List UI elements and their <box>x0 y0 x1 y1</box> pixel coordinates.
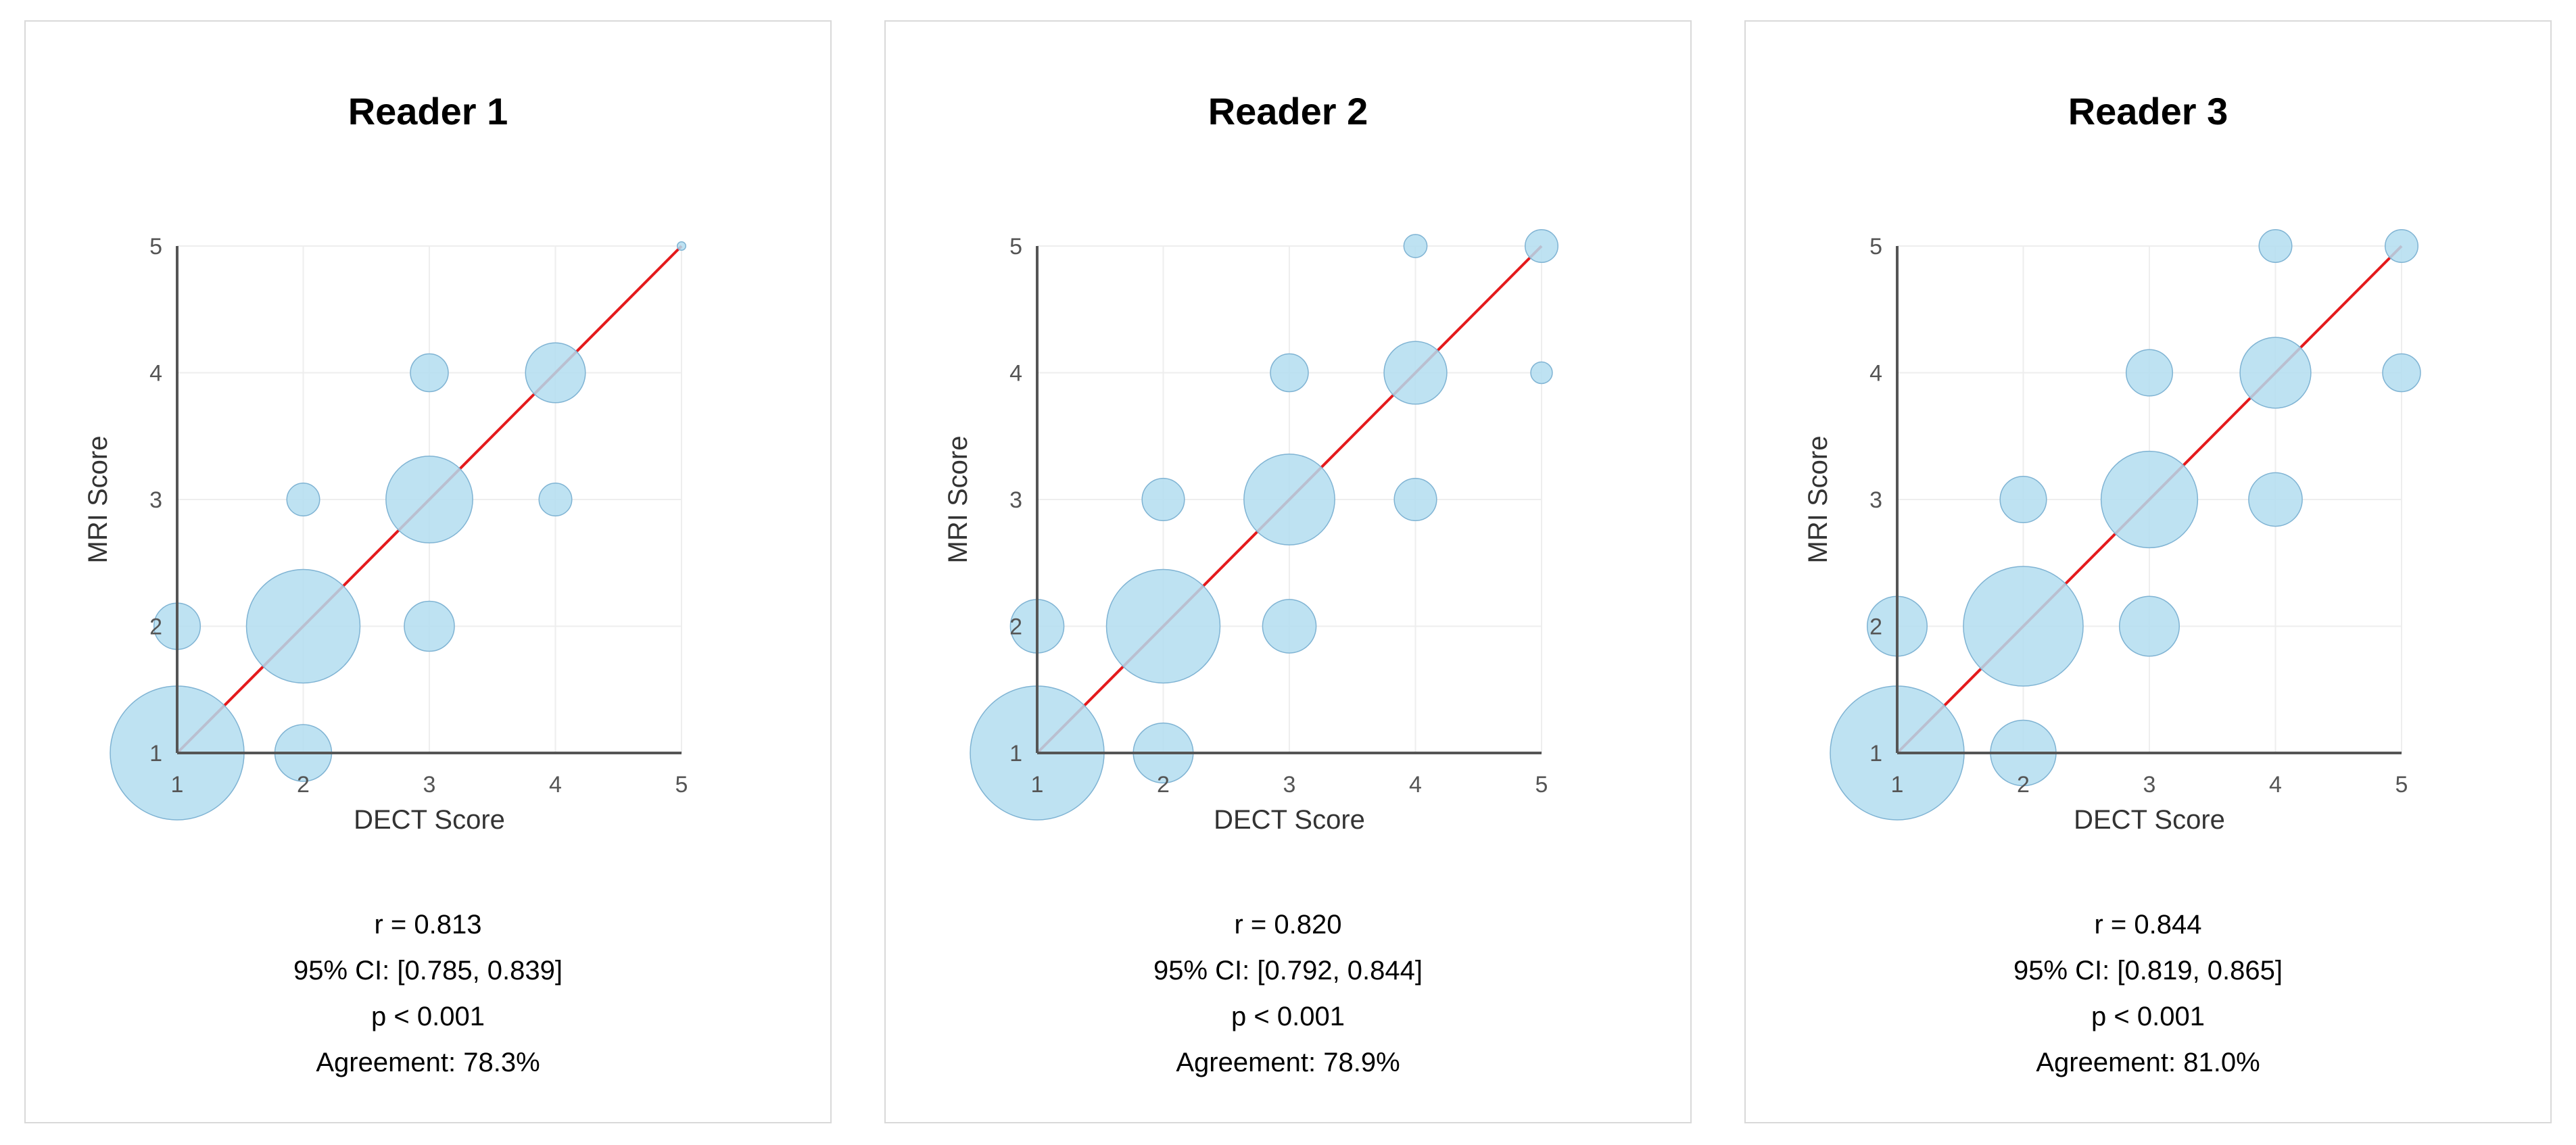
reader-3-agreement: Agreement: 81.0% <box>2036 1048 2260 1077</box>
bubble-point <box>1525 229 1558 263</box>
reader-3-p: p < 0.001 <box>2091 1002 2205 1031</box>
bubble-point <box>2385 229 2418 263</box>
bubble-point <box>1393 477 1437 522</box>
y-tick-label: 4 <box>1009 361 1022 387</box>
bubble-point <box>2239 337 2312 409</box>
bubbles <box>1830 229 2421 821</box>
y-tick-label: 4 <box>1869 361 1882 387</box>
reader-3-stats: r = 0.844 95% CI: [0.819, 0.865] p < 0.0… <box>1746 902 2550 1086</box>
bubble-point <box>1383 341 1448 405</box>
bubble-point <box>410 353 449 393</box>
y-tick-label: 3 <box>1869 487 1882 513</box>
bubble-point <box>2118 595 2180 657</box>
x-axis-label: DECT Score <box>1214 805 1365 835</box>
reader-1-panel: Reader 1 1 2 3 4 5 1 2 3 4 5 DECT Score MRI Score r… <box>24 20 832 1123</box>
bubble-point <box>1403 234 1428 258</box>
bubble-point <box>286 483 320 516</box>
bubble-point <box>2248 472 2303 527</box>
bubble-point <box>2382 353 2421 393</box>
reader-3-panel: Reader 3 1 2 3 4 5 1 2 3 4 5 DECT Score MRI Score r… <box>1744 20 2552 1123</box>
y-axis-label: MRI Score <box>83 436 113 564</box>
reader-1-title: Reader 1 <box>348 90 508 132</box>
reader-3-r: r = 0.844 <box>2094 910 2202 940</box>
x-tick-label: 3 <box>1283 772 1296 798</box>
bubble-point <box>1963 566 2084 687</box>
x-tick-label: 4 <box>1409 772 1422 798</box>
bubble-point <box>1270 353 1309 393</box>
y-tick-label: 3 <box>1009 487 1022 513</box>
reader-1-ci: 95% CI: [0.785, 0.839] <box>293 956 563 985</box>
reader-1-plot-area: 1 2 3 4 5 1 2 3 4 5 DECT Score MRI Score <box>77 145 783 854</box>
x-tick-label: 1 <box>1031 772 1044 798</box>
y-tick-label: 2 <box>1009 614 1022 640</box>
bubble-point <box>2100 450 2199 549</box>
y-axis-label: MRI Score <box>943 436 973 564</box>
x-tick-label: 4 <box>2269 772 2282 798</box>
reader-2-plot-area: 1 2 3 4 5 1 2 3 4 5 DECT Score MRI Score <box>937 145 1643 854</box>
y-tick-label: 5 <box>149 234 162 260</box>
bubble-point <box>1530 361 1553 385</box>
x-tick-label: 3 <box>423 772 436 798</box>
bubble-point <box>1262 599 1317 654</box>
x-tick-label: 5 <box>1535 772 1548 798</box>
reader-2-stats: r = 0.820 95% CI: [0.792, 0.844] p < 0.0… <box>886 902 1690 1086</box>
bubble-point <box>385 456 473 543</box>
reader-2-ci: 95% CI: [0.792, 0.844] <box>1153 956 1423 985</box>
x-tick-label: 4 <box>549 772 562 798</box>
x-axis-label: DECT Score <box>354 805 505 835</box>
reader-1-r: r = 0.813 <box>374 910 482 940</box>
bubble-point <box>245 568 361 684</box>
reader-1-p: p < 0.001 <box>371 1002 485 1031</box>
reader-2-panel: Reader 2 1 2 3 4 5 1 2 3 4 5 DECT Score MRI Score r… <box>884 20 1692 1123</box>
bubble-point <box>2125 349 2174 397</box>
y-tick-label: 1 <box>149 741 162 766</box>
reader-2-chart: 1 2 3 4 5 1 2 3 4 5 DECT Score MRI Score <box>943 229 1558 835</box>
x-tick-label: 5 <box>675 772 688 798</box>
y-tick-label: 5 <box>1869 234 1882 260</box>
reader-3-title: Reader 3 <box>2068 90 2228 132</box>
bubble-point <box>1999 475 2047 524</box>
x-tick-label: 3 <box>2143 772 2156 798</box>
reader-1-chart: 1 2 3 4 5 1 2 3 4 5 DECT Score MRI Score <box>83 234 688 835</box>
bubble-point <box>676 241 687 251</box>
bubble-point <box>538 483 573 516</box>
reader-3-ci: 95% CI: [0.819, 0.865] <box>2013 956 2283 985</box>
y-tick-label: 1 <box>1869 741 1882 766</box>
x-tick-label: 5 <box>2395 772 2408 798</box>
y-tick-label: 3 <box>149 487 162 513</box>
y-axis-label: MRI Score <box>1803 436 1833 564</box>
y-tick-label: 1 <box>1009 741 1022 766</box>
y-tick-label: 5 <box>1009 234 1022 260</box>
bubble-point <box>2258 229 2293 263</box>
y-tick-label: 2 <box>149 614 162 640</box>
reader-3-chart: 1 2 3 4 5 1 2 3 4 5 DECT Score MRI Score <box>1803 229 2421 835</box>
x-axis-label: DECT Score <box>2074 805 2225 835</box>
bubble-point <box>1105 568 1221 684</box>
x-tick-label: 2 <box>297 772 310 798</box>
reader-2-p: p < 0.001 <box>1231 1002 1345 1031</box>
bubble-point <box>404 600 455 652</box>
y-tick-label: 4 <box>149 361 162 387</box>
reader-2-agreement: Agreement: 78.9% <box>1176 1048 1400 1077</box>
bubble-point <box>1243 454 1335 545</box>
reader-2-title: Reader 2 <box>1208 90 1368 132</box>
reader-2-r: r = 0.820 <box>1234 910 1342 940</box>
y-tick-label: 2 <box>1869 614 1882 640</box>
x-tick-label: 1 <box>171 772 184 798</box>
reader-1-agreement: Agreement: 78.3% <box>316 1048 540 1077</box>
x-tick-label: 2 <box>1157 772 1170 798</box>
reader-3-plot-area: 1 2 3 4 5 1 2 3 4 5 DECT Score MRI Score <box>1797 145 2503 854</box>
x-tick-label: 1 <box>1891 772 1904 798</box>
x-tick-label: 2 <box>2017 772 2030 798</box>
reader-1-stats: r = 0.813 95% CI: [0.785, 0.839] p < 0.0… <box>26 902 830 1086</box>
bubble-point <box>1141 477 1185 522</box>
bubble-point <box>525 342 586 404</box>
